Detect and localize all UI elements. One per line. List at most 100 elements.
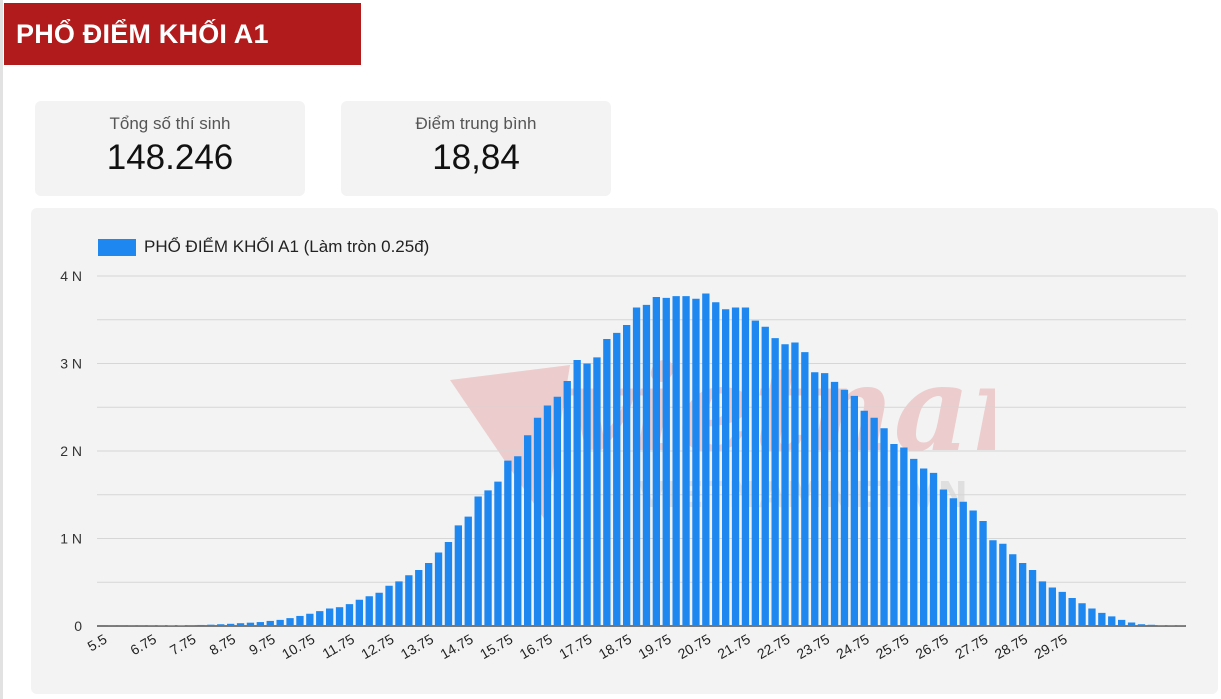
histogram-bar[interactable]: [910, 458, 918, 626]
histogram-bar[interactable]: [721, 309, 730, 626]
histogram-bar[interactable]: [939, 489, 948, 627]
histogram-bar[interactable]: [989, 540, 997, 626]
histogram-bar[interactable]: [563, 381, 571, 626]
histogram-bar[interactable]: [464, 516, 472, 626]
histogram-bar[interactable]: [494, 481, 502, 626]
histogram-bar[interactable]: [969, 510, 977, 627]
histogram-bar[interactable]: [919, 468, 928, 627]
histogram-bar[interactable]: [424, 563, 433, 626]
histogram-bar[interactable]: [395, 581, 403, 626]
histogram-bar[interactable]: [405, 575, 413, 626]
histogram-bar[interactable]: [1048, 587, 1057, 627]
histogram-bar[interactable]: [266, 620, 274, 626]
histogram-bar[interactable]: [830, 381, 839, 626]
histogram-bar[interactable]: [474, 496, 482, 627]
histogram-bar[interactable]: [415, 570, 423, 626]
histogram-bar[interactable]: [890, 444, 898, 626]
histogram-bar[interactable]: [761, 326, 769, 626]
histogram-bar[interactable]: [820, 373, 829, 626]
histogram-bar[interactable]: [553, 396, 562, 626]
histogram-bar[interactable]: [632, 307, 641, 627]
histogram-bar[interactable]: [979, 521, 987, 626]
histogram-bar[interactable]: [444, 542, 453, 626]
histogram-bar[interactable]: [1098, 612, 1106, 626]
histogram-bar[interactable]: [1108, 616, 1116, 626]
histogram-bar[interactable]: [177, 625, 185, 626]
histogram-bar[interactable]: [533, 417, 542, 626]
histogram-bar[interactable]: [504, 460, 512, 626]
histogram-bar[interactable]: [731, 307, 740, 627]
histogram-bar[interactable]: [454, 525, 463, 626]
histogram-bar[interactable]: [771, 338, 779, 626]
histogram-bar[interactable]: [652, 297, 661, 626]
histogram-bar[interactable]: [840, 389, 849, 626]
histogram-bar[interactable]: [514, 456, 522, 626]
histogram-bar[interactable]: [900, 447, 908, 627]
histogram-bar[interactable]: [791, 342, 799, 627]
histogram-bar[interactable]: [484, 490, 492, 626]
histogram-bar[interactable]: [276, 619, 284, 626]
histogram-bar[interactable]: [1068, 598, 1076, 626]
histogram-bar[interactable]: [316, 611, 324, 626]
histogram-bar[interactable]: [1088, 608, 1096, 627]
histogram-bar[interactable]: [306, 613, 314, 626]
histogram-bar[interactable]: [385, 585, 393, 626]
histogram-bar[interactable]: [1117, 619, 1126, 626]
histogram-bar[interactable]: [236, 623, 245, 626]
histogram-bar[interactable]: [613, 332, 621, 626]
histogram-bar[interactable]: [217, 624, 225, 626]
histogram-bar[interactable]: [296, 615, 304, 626]
histogram-bar[interactable]: [1137, 624, 1146, 626]
histogram-bar[interactable]: [335, 607, 344, 626]
histogram-bar[interactable]: [949, 498, 958, 626]
histogram-bar[interactable]: [345, 604, 354, 626]
histogram-bar[interactable]: [226, 623, 235, 626]
histogram-bar[interactable]: [662, 297, 670, 626]
histogram-bar[interactable]: [880, 428, 888, 626]
histogram-bar[interactable]: [246, 622, 255, 626]
histogram-bar[interactable]: [197, 624, 205, 626]
histogram-bar[interactable]: [1147, 624, 1156, 626]
histogram-bar[interactable]: [870, 417, 878, 626]
histogram-bar[interactable]: [434, 552, 443, 627]
histogram-bar[interactable]: [781, 344, 789, 626]
histogram-bar[interactable]: [999, 543, 1007, 626]
histogram-bar[interactable]: [1028, 570, 1037, 626]
histogram-bar[interactable]: [1058, 591, 1066, 626]
histogram-bar[interactable]: [672, 296, 680, 626]
histogram-bar[interactable]: [256, 622, 265, 626]
histogram-bar[interactable]: [593, 357, 601, 626]
histogram-bar[interactable]: [702, 293, 710, 627]
histogram-bar[interactable]: [929, 472, 938, 626]
histogram-bar[interactable]: [741, 307, 750, 627]
histogram-bar[interactable]: [325, 608, 334, 627]
histogram-bar[interactable]: [603, 339, 611, 626]
histogram-bar[interactable]: [850, 395, 859, 626]
histogram-bar[interactable]: [801, 352, 809, 626]
histogram-bar[interactable]: [692, 298, 700, 626]
histogram-bar[interactable]: [523, 435, 532, 626]
histogram-bar[interactable]: [1018, 563, 1027, 626]
histogram-bar[interactable]: [286, 618, 294, 626]
histogram-bar[interactable]: [860, 410, 868, 626]
histogram-bar[interactable]: [543, 405, 552, 627]
histogram-bar[interactable]: [355, 599, 364, 626]
histogram-bar[interactable]: [712, 302, 720, 626]
histogram-bar[interactable]: [365, 596, 373, 626]
histogram-bar[interactable]: [573, 360, 581, 626]
histogram-bar[interactable]: [751, 320, 760, 626]
histogram-bar[interactable]: [642, 304, 651, 626]
histogram-bar[interactable]: [187, 625, 195, 626]
histogram-bar[interactable]: [1009, 554, 1017, 626]
histogram-bar[interactable]: [583, 363, 591, 627]
histogram-bar[interactable]: [959, 501, 967, 626]
histogram-bar[interactable]: [207, 624, 215, 626]
histogram-bar[interactable]: [375, 592, 383, 626]
histogram-bar[interactable]: [1078, 603, 1086, 626]
histogram-bar[interactable]: [682, 296, 690, 626]
histogram-bar[interactable]: [622, 325, 631, 626]
histogram-bar[interactable]: [1157, 625, 1165, 626]
histogram-bar[interactable]: [811, 372, 819, 626]
histogram-bar[interactable]: [1127, 622, 1136, 627]
histogram-bar[interactable]: [1038, 581, 1047, 626]
